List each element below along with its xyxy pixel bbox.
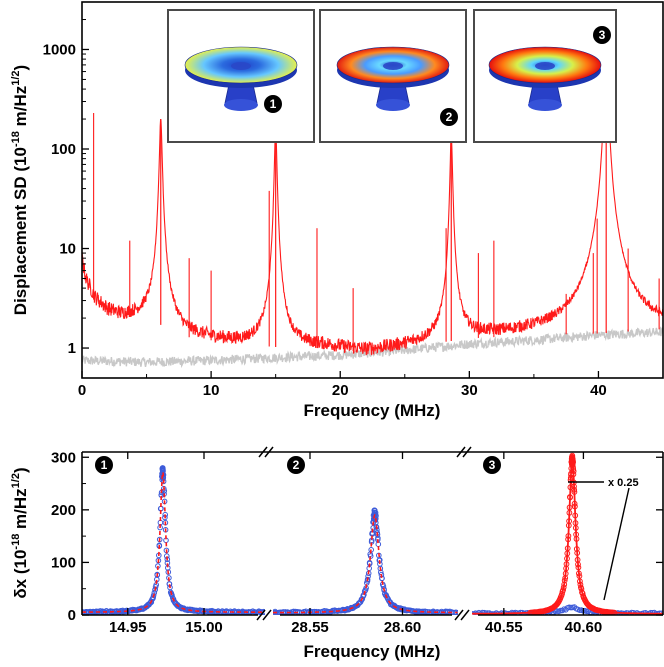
measured-point bbox=[208, 608, 214, 615]
y-tick-label: 0 bbox=[68, 607, 76, 624]
y-tick-label: 100 bbox=[51, 141, 76, 158]
y-tick-label: 200 bbox=[51, 502, 76, 519]
measured-point bbox=[154, 571, 160, 578]
measured-point bbox=[360, 592, 367, 599]
x-tick-label: 10 bbox=[203, 382, 220, 399]
y-tick-label: 1000 bbox=[43, 41, 76, 58]
mode-badge-1: 1 bbox=[95, 456, 113, 474]
x-tick-label: 20 bbox=[332, 382, 349, 399]
measured-point bbox=[187, 606, 193, 613]
x-tick-label: 15.00 bbox=[185, 619, 223, 636]
y-tick-label: 100 bbox=[51, 554, 76, 571]
svg-text:2: 2 bbox=[293, 458, 300, 472]
inset-badge bbox=[440, 108, 458, 126]
spectrum-y-axis-title: Displacement SD (10-18 m/Hz1/2) bbox=[10, 65, 30, 315]
lorentzian-fit bbox=[82, 469, 265, 614]
background-trace-line bbox=[82, 326, 663, 369]
measured-point bbox=[165, 569, 172, 575]
spectrum-y-ticks: 1 10 100 1000 bbox=[43, 1, 89, 357]
displacement-spectrum-trace bbox=[82, 54, 663, 356]
x-tick-label: 30 bbox=[461, 382, 478, 399]
x-tick-label: 40 bbox=[590, 382, 607, 399]
svg-text:3: 3 bbox=[489, 458, 496, 472]
inset-badge-label: 2 bbox=[446, 110, 453, 124]
zoomed-x-axis-title: Frequency (MHz) bbox=[304, 642, 441, 661]
mode-shape-inset-2: 2 bbox=[319, 9, 467, 143]
scale-annotation-pointer bbox=[603, 487, 630, 601]
spectrum-plot: 1 2 3 0 10 20 30 40 1 10 100 1000 Frequency (MHz)… bbox=[10, 1, 664, 420]
inset-badge-label: 3 bbox=[599, 28, 606, 42]
background-noise-trace bbox=[82, 326, 663, 369]
axis-break-marks bbox=[256, 446, 472, 621]
mode-shape-inset-1: 1 bbox=[167, 9, 315, 143]
measured-point bbox=[453, 609, 458, 615]
y-tick-label: 10 bbox=[59, 241, 76, 258]
x-tick-label: 0 bbox=[78, 382, 86, 399]
inset-badge bbox=[593, 26, 611, 44]
mode-shape-insets: 1 2 3 bbox=[167, 9, 617, 143]
measured-point bbox=[160, 478, 167, 485]
resonance-panel-1 bbox=[60, 465, 265, 615]
y-tick-label: 1 bbox=[68, 340, 76, 357]
measured-point bbox=[160, 471, 167, 478]
zoomed-plot-frame bbox=[81, 451, 664, 616]
y-tick-label: 300 bbox=[51, 449, 76, 466]
x-tick-label: 14.95 bbox=[109, 619, 147, 636]
zoomed-resonances-plot: 14.95 15.00 28.55 28.60 40.55 40.60 0 100 200 30… bbox=[10, 446, 664, 661]
resonance-data bbox=[60, 452, 663, 615]
spectrum-x-ticks: 0 10 20 30 40 bbox=[78, 371, 607, 399]
scale-annotation: x 0.25 bbox=[608, 477, 639, 489]
x-tick-label: 28.55 bbox=[291, 619, 329, 636]
resonance-panel-2 bbox=[273, 507, 458, 615]
measured-point bbox=[364, 576, 371, 583]
spectrum-plot-frame bbox=[81, 1, 664, 379]
lorentzian-fit bbox=[273, 513, 458, 614]
zoomed-y-axis-title: δx (10-18 m/Hz1/2) bbox=[10, 467, 30, 598]
measured-point-scaled bbox=[476, 609, 482, 615]
mode-badge-2: 2 bbox=[287, 456, 305, 474]
mode-shape-inset-3: 3 bbox=[473, 9, 617, 143]
mode-badge-3: 3 bbox=[483, 456, 501, 474]
measured-point bbox=[373, 524, 380, 531]
inset-badge bbox=[264, 95, 282, 113]
measured-point bbox=[358, 597, 365, 604]
x-tick-label: 40.55 bbox=[485, 619, 523, 636]
x-tick-label: 28.60 bbox=[384, 619, 422, 636]
measured-point bbox=[63, 610, 68, 615]
svg-text:1: 1 bbox=[101, 458, 108, 472]
zoomed-x-ticks: 14.95 15.00 28.55 28.60 40.55 40.60 bbox=[109, 452, 602, 636]
measured-point bbox=[60, 610, 65, 615]
spectrum-x-axis-title: Frequency (MHz) bbox=[304, 401, 441, 420]
x-tick-label: 40.60 bbox=[565, 619, 603, 636]
inset-badge-label: 1 bbox=[270, 97, 277, 111]
zoomed-y-ticks: 0 100 200 300 bbox=[51, 449, 663, 624]
